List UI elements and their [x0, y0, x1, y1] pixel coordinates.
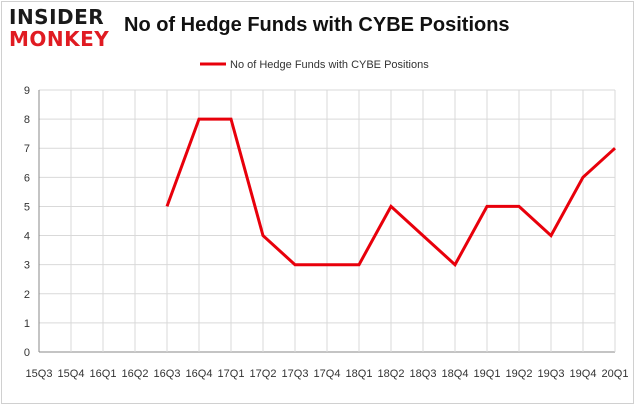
gridlines: [38, 89, 616, 353]
y-tick-label: 8: [24, 114, 30, 126]
x-tick-label: 15Q3: [26, 368, 53, 380]
x-tick-label: 20Q1: [602, 368, 629, 380]
y-tick-label: 7: [24, 143, 30, 155]
y-tick-label: 2: [24, 289, 30, 301]
x-tick-label: 16Q3: [154, 368, 181, 380]
x-tick-label: 16Q4: [186, 368, 213, 380]
logo-line-monkey: MONKEY: [9, 27, 110, 51]
x-tick-label: 16Q1: [90, 368, 117, 380]
x-tick-label: 18Q4: [442, 368, 469, 380]
legend: No of Hedge Funds with CYBE Positions: [200, 59, 429, 71]
x-axis-ticks: 15Q3 15Q4 16Q1 16Q2 16Q3 16Q4 17Q1 17Q2 17Q3 17Q4…: [26, 368, 629, 380]
insider-monkey-logo: INSIDER MONKEY: [9, 6, 119, 52]
y-tick-label: 1: [24, 318, 30, 330]
y-tick-label: 9: [24, 85, 30, 97]
x-tick-label: 17Q4: [314, 368, 341, 380]
y-tick-label: 0: [24, 347, 30, 359]
x-tick-label: 17Q1: [218, 368, 245, 380]
x-tick-label: 17Q2: [250, 368, 277, 380]
x-tick-label: 16Q2: [122, 368, 149, 380]
legend-label: No of Hedge Funds with CYBE Positions: [230, 59, 429, 71]
plot-series: [165, 117, 617, 268]
y-tick-label: 6: [24, 172, 30, 184]
y-tick-label: 3: [24, 260, 30, 272]
x-tick-label: 17Q3: [282, 368, 309, 380]
x-tick-label: 19Q1: [474, 368, 501, 380]
y-tick-label: 4: [24, 231, 30, 243]
series-line: [165, 117, 617, 268]
x-tick-label: 18Q2: [378, 368, 405, 380]
x-tick-label: 19Q4: [570, 368, 597, 380]
y-axis-ticks: 0 1 2 3 4 5 6 7 8 9: [24, 85, 30, 359]
x-tick-label: 15Q4: [58, 368, 85, 380]
x-tick-label: 19Q2: [506, 368, 533, 380]
y-tick-label: 5: [24, 201, 30, 213]
x-tick-label: 18Q3: [410, 368, 437, 380]
logo-line-insider: INSIDER: [9, 5, 105, 29]
chart-title: No of Hedge Funds with CYBE Positions: [124, 14, 510, 36]
x-tick-label: 18Q1: [346, 368, 373, 380]
x-tick-label: 19Q3: [538, 368, 565, 380]
